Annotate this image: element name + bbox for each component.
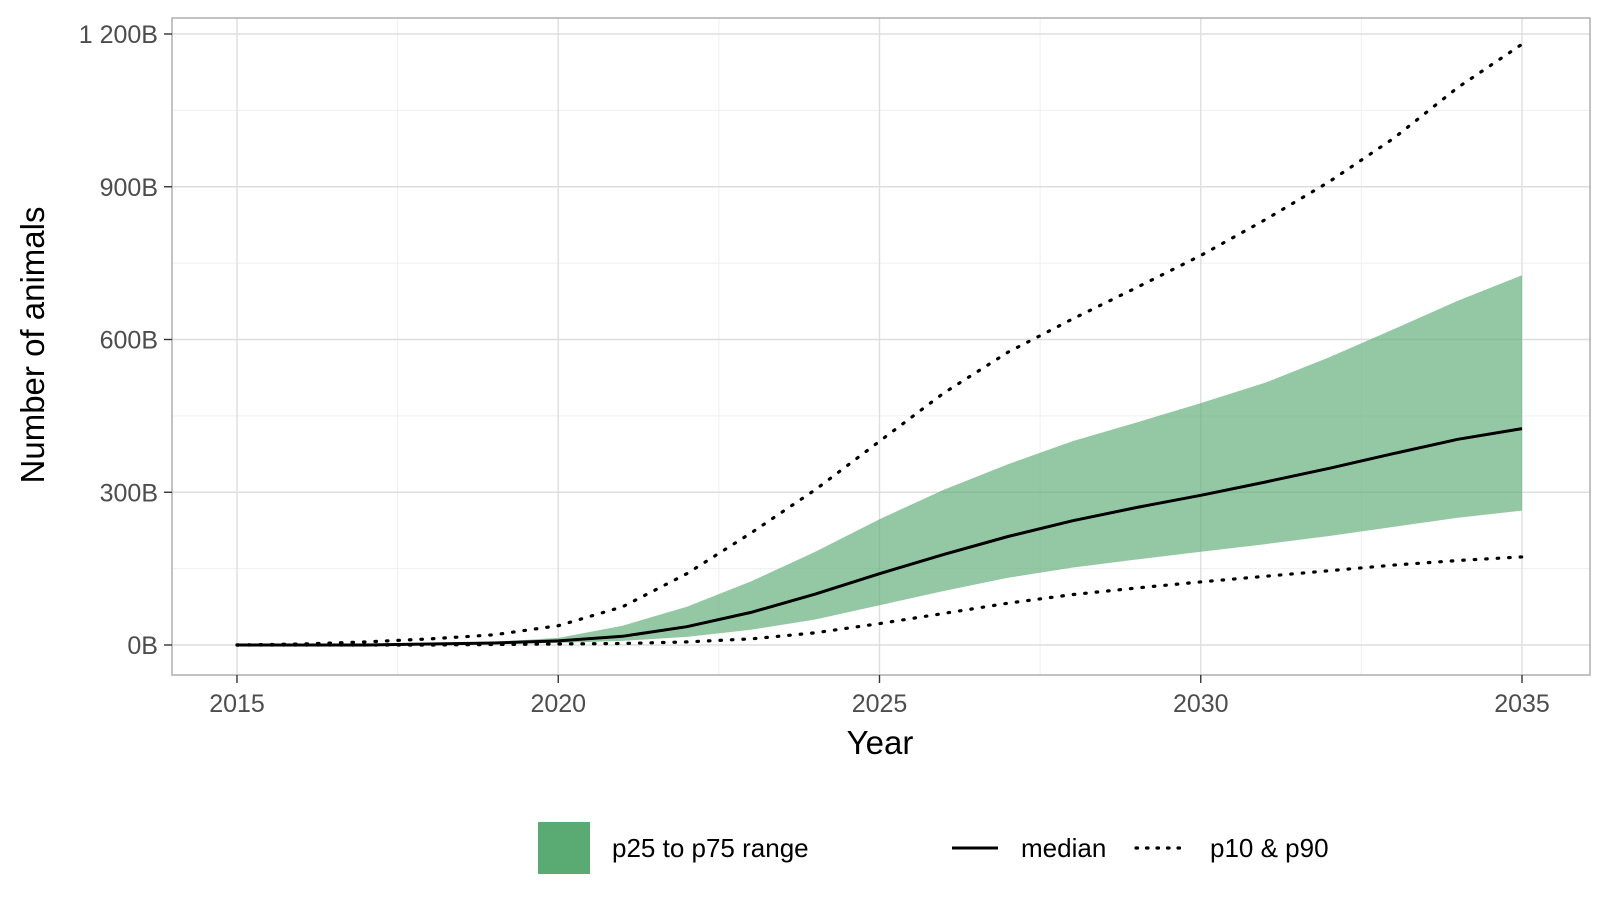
y-tick-label: 1 200B	[79, 21, 158, 49]
plot-panel-border	[171, 17, 1591, 676]
y-axis-title: Number of animals	[14, 207, 51, 484]
x-tick-label: 2015	[209, 690, 265, 718]
p25-p75-band	[237, 275, 1522, 645]
x-axis-title: Year	[847, 724, 914, 761]
x-tick-label: 2035	[1494, 690, 1550, 718]
p10-line	[235, 555, 1524, 647]
y-tick-label: 300B	[100, 479, 158, 507]
x-tick-label: 2030	[1173, 690, 1229, 718]
x-tick-label: 2025	[852, 690, 908, 718]
x-tick-label: 2020	[530, 690, 586, 718]
x-axis: 2015 2020 2025 2030 2035	[209, 675, 1550, 718]
legend-band-swatch	[538, 822, 590, 874]
y-tick-label: 0B	[127, 632, 158, 660]
median-line	[237, 427, 1523, 647]
y-axis: 0B 300B 600B 900B 1 200B	[79, 21, 172, 660]
y-tick-label: 900B	[100, 174, 158, 202]
legend-label-median: median	[1021, 833, 1106, 863]
legend: p25 to p75 range median p10 & p90	[538, 822, 1329, 874]
y-tick-label: 600B	[100, 327, 158, 355]
legend-label-percentiles: p10 & p90	[1210, 833, 1329, 863]
legend-label-band: p25 to p75 range	[612, 833, 809, 863]
